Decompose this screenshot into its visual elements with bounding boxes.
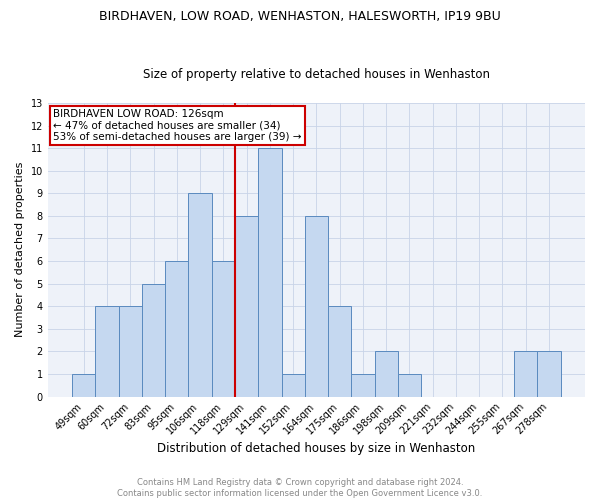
Y-axis label: Number of detached properties: Number of detached properties: [15, 162, 25, 338]
Bar: [351, 374, 374, 396]
Bar: [258, 148, 281, 396]
Bar: [281, 374, 305, 396]
Bar: [119, 306, 142, 396]
Bar: [188, 194, 212, 396]
Text: Contains HM Land Registry data © Crown copyright and database right 2024.
Contai: Contains HM Land Registry data © Crown c…: [118, 478, 482, 498]
X-axis label: Distribution of detached houses by size in Wenhaston: Distribution of detached houses by size …: [157, 442, 476, 455]
Text: BIRDHAVEN LOW ROAD: 126sqm
← 47% of detached houses are smaller (34)
53% of semi: BIRDHAVEN LOW ROAD: 126sqm ← 47% of deta…: [53, 109, 302, 142]
Bar: [165, 261, 188, 396]
Bar: [374, 352, 398, 397]
Bar: [212, 261, 235, 396]
Bar: [142, 284, 165, 397]
Bar: [95, 306, 119, 396]
Bar: [398, 374, 421, 396]
Text: BIRDHAVEN, LOW ROAD, WENHASTON, HALESWORTH, IP19 9BU: BIRDHAVEN, LOW ROAD, WENHASTON, HALESWOR…: [99, 10, 501, 23]
Bar: [328, 306, 351, 396]
Title: Size of property relative to detached houses in Wenhaston: Size of property relative to detached ho…: [143, 68, 490, 81]
Bar: [235, 216, 258, 396]
Bar: [538, 352, 560, 397]
Bar: [514, 352, 538, 397]
Bar: [305, 216, 328, 396]
Bar: [72, 374, 95, 396]
